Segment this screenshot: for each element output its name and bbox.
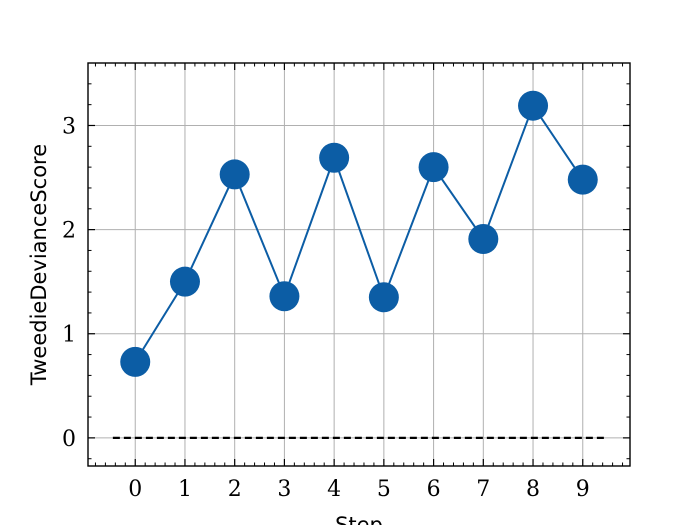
x-tick-label: 7 bbox=[476, 477, 490, 502]
x-tick-label: 9 bbox=[576, 477, 590, 502]
x-tick-label: 5 bbox=[377, 477, 391, 502]
y-tick-label: 2 bbox=[62, 219, 76, 244]
data-point bbox=[368, 282, 399, 313]
x-axis-label: Step bbox=[335, 513, 383, 525]
x-tick-label: 0 bbox=[128, 477, 142, 502]
data-point bbox=[219, 159, 250, 190]
series-group bbox=[120, 90, 598, 377]
tick-labels: 0 1 2 3 4 5 6 7 8 9 0 1 2 3 bbox=[62, 114, 590, 502]
data-point bbox=[120, 346, 151, 377]
plot-frame bbox=[87, 62, 631, 467]
grid-lines bbox=[88, 63, 630, 466]
x-tick-label: 8 bbox=[526, 477, 540, 502]
data-point bbox=[169, 266, 200, 297]
data-point bbox=[418, 152, 449, 183]
data-point bbox=[518, 90, 549, 121]
y-tick-label: 0 bbox=[62, 427, 76, 452]
x-tick-label: 4 bbox=[327, 477, 341, 502]
y-axis-label: TweedieDevianceScore bbox=[27, 144, 51, 386]
y-tick-label: 1 bbox=[62, 323, 76, 348]
x-tick-label: 2 bbox=[228, 477, 242, 502]
x-tick-label: 1 bbox=[178, 477, 192, 502]
y-tick-label: 3 bbox=[62, 114, 76, 139]
x-tick-label: 3 bbox=[277, 477, 291, 502]
axis-ticks bbox=[88, 62, 630, 466]
data-point bbox=[269, 281, 300, 312]
data-point bbox=[319, 142, 350, 173]
data-point bbox=[567, 164, 598, 195]
series-line bbox=[134, 103, 584, 363]
x-tick-label: 6 bbox=[427, 477, 441, 502]
data-point bbox=[468, 223, 499, 254]
